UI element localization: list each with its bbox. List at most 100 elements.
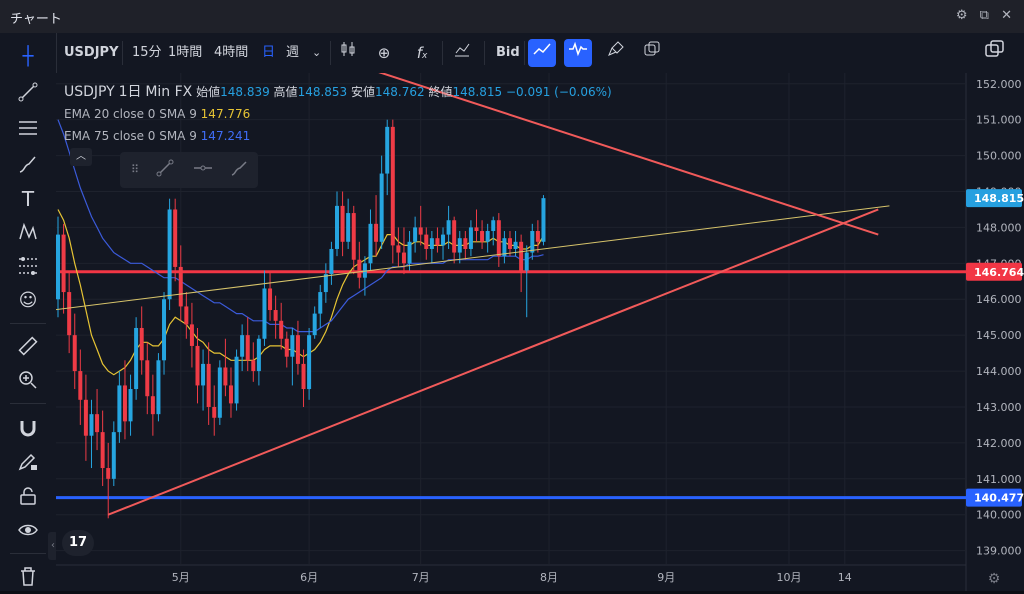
legend-collapse-button[interactable]: ︿ (70, 148, 92, 166)
trendline-tool-icon[interactable] (14, 81, 42, 105)
candle-body (145, 360, 150, 397)
emoji-tool-icon[interactable]: ☺ (18, 290, 38, 311)
fib-tool-icon[interactable] (14, 255, 42, 279)
pulse-chart-icon[interactable] (564, 39, 592, 67)
legend-low-value: 148.762 (375, 85, 425, 99)
close-icon[interactable]: ✕ (1001, 8, 1016, 23)
trend-line (56, 205, 890, 311)
symbol-search-button[interactable]: USDJPY (64, 45, 119, 60)
candle-body (502, 238, 507, 257)
legend-high-label: 高値 (273, 85, 298, 99)
legend-close-label: 終値 (428, 85, 453, 99)
trash-icon[interactable] (14, 565, 42, 589)
candle-body (156, 360, 161, 415)
toolbar-divider (484, 41, 485, 65)
ema75-label[interactable]: EMA 75 close 0 SMA 9 (64, 129, 197, 143)
time-axis-background (56, 565, 966, 591)
multi-window-icon[interactable] (981, 39, 1009, 67)
candle-style-icon[interactable] (334, 39, 362, 67)
brush-tool-icon[interactable] (14, 153, 42, 177)
window-controls: ⚙ ⧉ ✕ (956, 8, 1016, 23)
toolbar-collapse-handle[interactable]: ‹ (48, 532, 58, 560)
x-tick-label: 6月 (300, 571, 318, 584)
candle-body (524, 252, 529, 271)
candle-body (323, 274, 328, 293)
candle-body (435, 238, 440, 246)
interval-4h-button[interactable]: 4時間 (214, 45, 249, 60)
candle-body (357, 259, 362, 278)
candle-body (379, 173, 384, 242)
ruler-icon[interactable] (14, 335, 42, 359)
pattern-tool-icon[interactable] (14, 221, 42, 245)
ema-75-line (57, 119, 544, 333)
legend-symbol[interactable]: USDJPY (64, 84, 115, 100)
candle-body (307, 335, 312, 390)
drag-handle-icon[interactable]: ⠿ (130, 163, 140, 176)
candle-body (78, 371, 83, 400)
candle-body (329, 248, 334, 275)
y-tick-label: 146.000 (976, 293, 1022, 306)
toolbar-divider (442, 41, 443, 65)
candle-body (67, 292, 72, 336)
candle-body (312, 313, 317, 336)
candle-body (268, 288, 273, 311)
candle-body (446, 220, 451, 235)
brush-icon[interactable] (602, 39, 630, 67)
eye-icon[interactable] (14, 519, 42, 543)
lock-icon[interactable] (14, 485, 42, 509)
y-tick-label: 139.000 (976, 545, 1022, 558)
interval-dropdown-chevron-icon[interactable]: ⌄ (312, 46, 322, 59)
layout-icon[interactable] (638, 39, 666, 67)
horizontal-lines-tool-icon[interactable] (14, 117, 42, 141)
candle-body (195, 345, 200, 386)
y-tick-label: 142.000 (976, 437, 1022, 450)
candle-body (256, 338, 261, 372)
interval-1w-button[interactable]: 週 (286, 45, 300, 60)
candle-body (340, 205, 345, 242)
lock-drawings-pencil-icon[interactable] (14, 451, 42, 475)
candle-body (535, 231, 540, 242)
interval-15m-button[interactable]: 15分 (132, 45, 162, 60)
text-tool-icon[interactable]: T (21, 187, 35, 211)
ema20-label[interactable]: EMA 20 close 0 SMA 9 (64, 107, 197, 121)
y-tick-label: 144.000 (976, 365, 1022, 378)
candle-body (418, 227, 423, 235)
indicators-fx-icon[interactable]: fx (416, 44, 428, 62)
interval-1h-button[interactable]: 1時間 (168, 45, 203, 60)
candle-body (251, 360, 256, 372)
candle-body (150, 396, 155, 415)
compare-plus-icon[interactable]: ⊕ (377, 44, 391, 62)
float-brush-icon[interactable] (226, 158, 252, 182)
magnet-icon[interactable] (14, 417, 42, 441)
legend-open-label: 始値 (196, 85, 221, 99)
trend-chart-icon[interactable] (528, 39, 556, 67)
trend-line (378, 73, 879, 236)
ema75-value: 147.241 (200, 129, 251, 143)
tradingview-logo[interactable]: 17 (62, 530, 94, 556)
popout-icon[interactable]: ⧉ (979, 8, 993, 23)
price-source-button[interactable]: Bid (496, 45, 520, 60)
crosshair-icon[interactable]: ┼ (22, 46, 34, 67)
candle-body (189, 324, 194, 346)
candle-body (346, 213, 351, 242)
candle-body (480, 231, 485, 242)
candle-body (89, 414, 94, 436)
float-horizontal-line-icon[interactable] (190, 158, 216, 182)
top-toolbar: USDJPY 15分 1時間 4時間 日 週 ⌄ ⊕ fx Bid (56, 33, 966, 74)
indicator-templates-icon[interactable] (448, 39, 476, 67)
legend-low-label: 安値 (351, 85, 376, 99)
toolbar-divider (10, 323, 46, 324)
candle-body (401, 252, 406, 264)
axis-settings-icon[interactable]: ⚙ (988, 571, 1001, 587)
settings-icon[interactable]: ⚙ (955, 8, 972, 23)
candle-body (496, 220, 501, 257)
candle-body (301, 363, 306, 390)
window-title: チャート (10, 12, 62, 27)
interval-1d-button[interactable]: 日 (262, 45, 276, 60)
floating-drawing-toolbar: ⠿ (120, 152, 258, 188)
candle-body (474, 227, 479, 232)
candle-body (167, 209, 172, 300)
zoom-in-icon[interactable] (14, 369, 42, 393)
float-trendline-icon[interactable] (152, 158, 178, 182)
price-chart[interactable]: 139.000 140.000 141.000 142.000 143.000 144.0… (56, 73, 1024, 591)
